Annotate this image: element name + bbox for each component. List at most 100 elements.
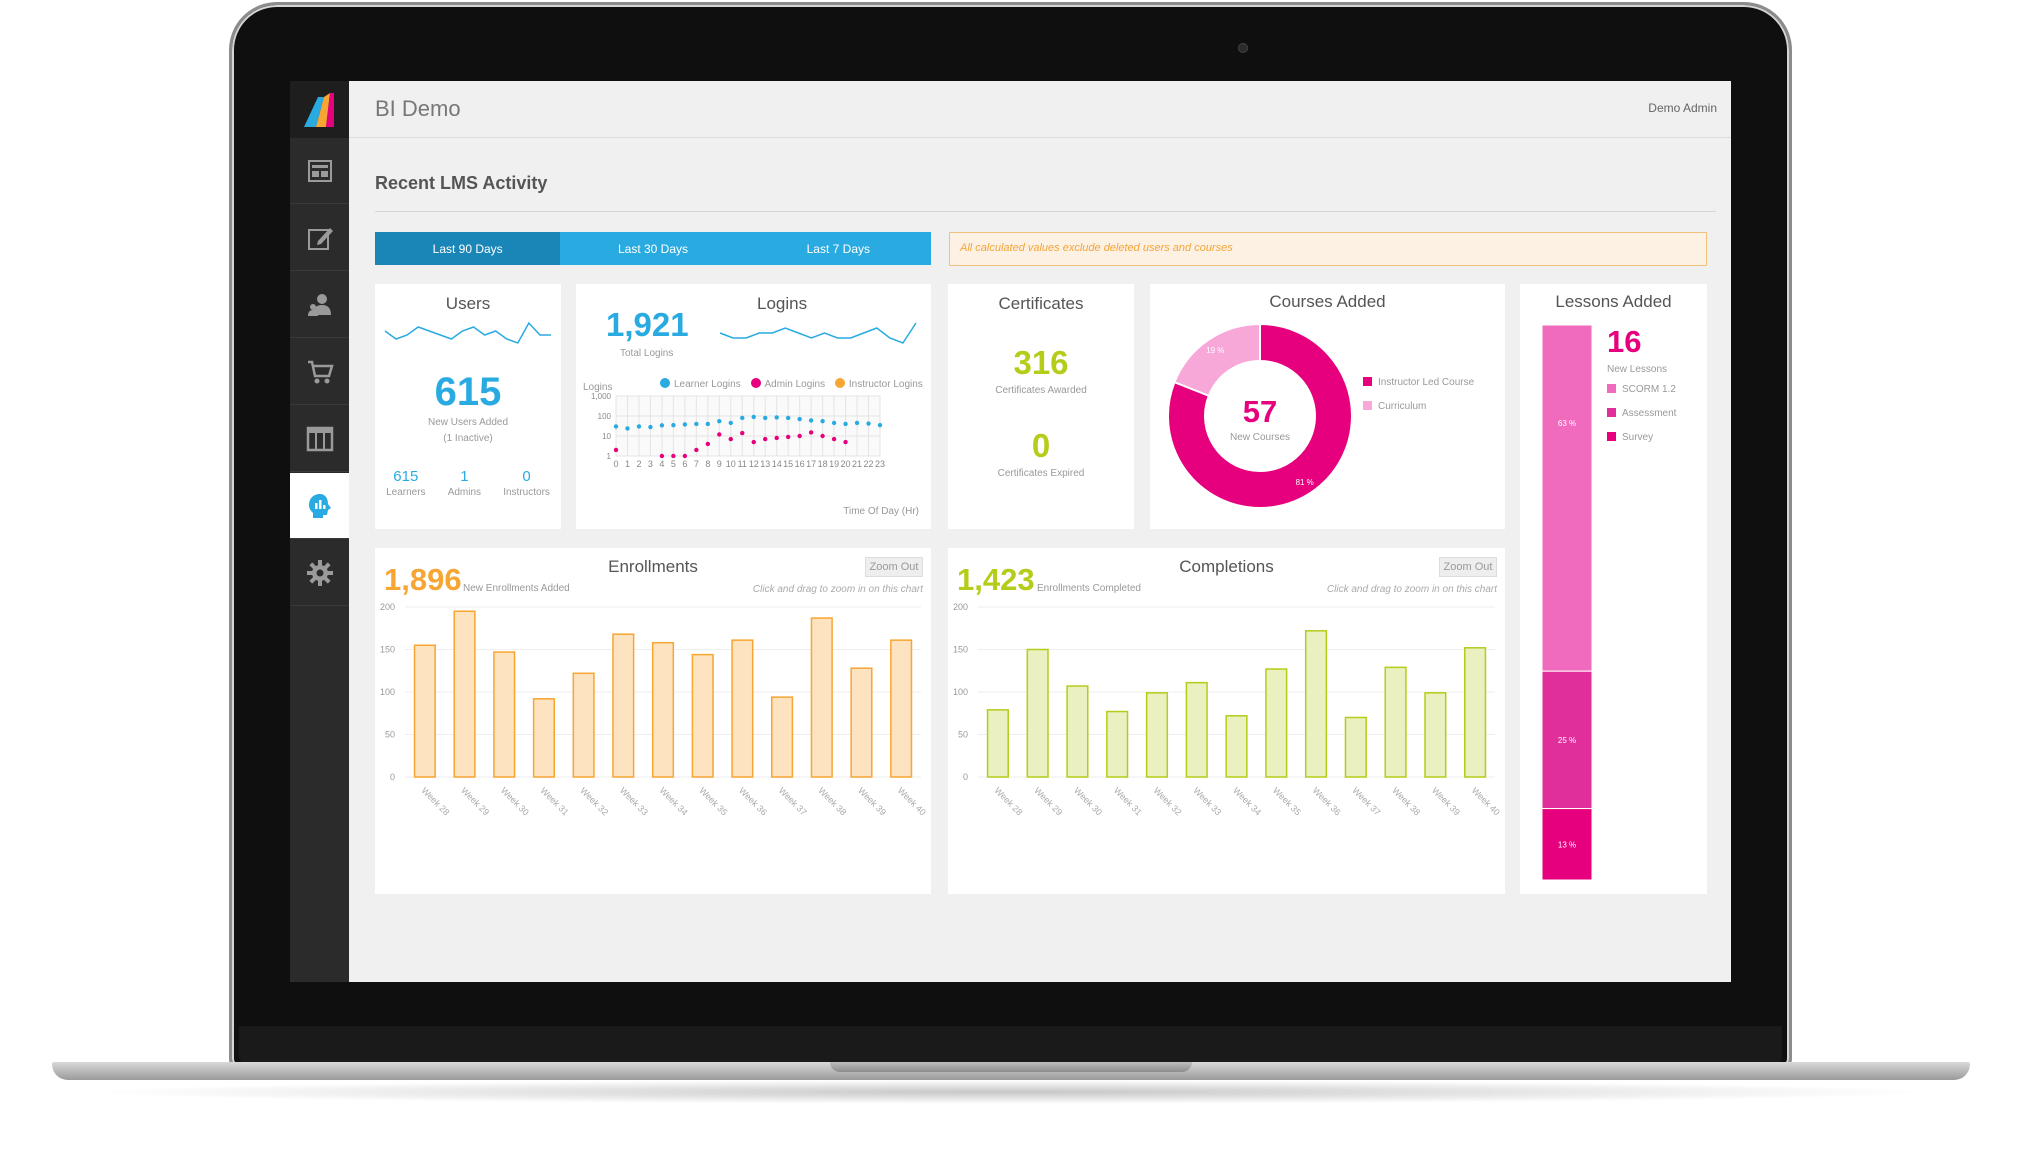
- completions-title: Completions: [1179, 557, 1274, 576]
- sidebar-item-users[interactable]: [290, 272, 349, 338]
- completions-bar-chart[interactable]: 0 50 100 150 200 Week 28 Week 29 Week 30 Week 31…: [948, 600, 1505, 894]
- login-point: [774, 435, 779, 441]
- columns-icon: [306, 426, 333, 451]
- user-menu[interactable]: Demo Admin: [1648, 101, 1717, 115]
- x-tick-label: 5: [671, 459, 676, 469]
- y-tick-label: 100: [380, 687, 395, 697]
- y-tick-label: 200: [380, 602, 395, 612]
- x-tick-label: 18: [818, 459, 828, 469]
- legend-instructor-led-course[interactable]: Instructor Led Course: [1363, 371, 1474, 395]
- lessons-caption: New Lessons: [1607, 364, 1668, 375]
- certificates-expired-label: Certificates Expired: [997, 468, 1085, 479]
- tab-last-90-days[interactable]: Last 90 Days: [375, 232, 561, 265]
- login-point: [682, 422, 688, 427]
- y-tick-label: 50: [385, 730, 395, 740]
- admins-count: 1: [460, 468, 469, 485]
- login-point: [705, 441, 711, 447]
- login-point: [705, 421, 711, 427]
- login-point: [843, 421, 848, 427]
- instructors-count: 0: [522, 468, 531, 485]
- week-bar: [1106, 710, 1129, 778]
- section-divider: [375, 211, 1716, 212]
- x-tick-label: 23: [875, 459, 885, 469]
- sidebar-item-edit[interactable]: [290, 205, 349, 271]
- sidebar-item-catalog[interactable]: [290, 406, 349, 472]
- week-label: Week 31: [539, 785, 571, 817]
- lessons-legend: SCORM 1.2 Assessment Survey: [1607, 378, 1676, 450]
- week-bar: [850, 667, 873, 778]
- login-point: [785, 434, 791, 440]
- survey-label: Survey: [1622, 432, 1654, 443]
- week-bar: [651, 641, 675, 778]
- legend-scorm[interactable]: SCORM 1.2: [1607, 378, 1676, 402]
- x-tick-label: 21: [852, 459, 862, 469]
- enrollments-zoom-out-button[interactable]: Zoom Out: [865, 557, 923, 577]
- x-tick-label: 12: [749, 459, 759, 469]
- login-point: [694, 447, 699, 453]
- x-tick-label: 0: [613, 459, 618, 469]
- learners-count: 615: [393, 468, 419, 485]
- week-bar: [1145, 692, 1169, 778]
- week-label: Week 32: [578, 785, 610, 817]
- logins-by-hour-chart[interactable]: 0 1 2 3 4 5 6 7 8 9 10 11 12 13 14 15 16 17 18 19 20 21 22 2311…: [576, 392, 931, 527]
- sidebar-item-settings[interactable]: [290, 540, 349, 606]
- x-tick-label: 16: [795, 459, 805, 469]
- week-bar: [532, 698, 555, 778]
- login-point: [740, 430, 745, 436]
- sidebar-item-reports[interactable]: [290, 473, 349, 539]
- logins-sparkline: [719, 322, 917, 344]
- learners-stat: 615 Learners: [386, 468, 425, 498]
- certificates-expired-count: 0: [1031, 427, 1051, 464]
- tab-last-30-days[interactable]: Last 30 Days: [560, 232, 746, 265]
- legend-instructor-logins[interactable]: Instructor Logins: [834, 378, 923, 390]
- lessons-added-card: Lessons Added 63 % 25 % 13 % 16 New Lesson…: [1520, 284, 1707, 894]
- notice-banner: All calculated values exclude deleted us…: [949, 232, 1707, 266]
- legend-admin-logins[interactable]: Admin Logins: [750, 378, 826, 390]
- logins-y-axis-label: Logins: [583, 382, 613, 393]
- login-point: [717, 418, 722, 424]
- legend-assessment[interactable]: Assessment: [1607, 402, 1676, 426]
- users-title: Users: [445, 294, 491, 313]
- legend-learner-logins[interactable]: Learner Logins: [660, 378, 741, 390]
- completions-zoom-out-button[interactable]: Zoom Out: [1439, 557, 1497, 577]
- y-tick-label: 1: [607, 452, 612, 461]
- login-point: [671, 422, 676, 428]
- legend-survey[interactable]: Survey: [1607, 426, 1676, 450]
- users-sparkline: [384, 321, 551, 344]
- week-bar: [572, 672, 595, 778]
- logins-caption: Total Logins: [620, 348, 674, 359]
- x-tick-label: 10: [726, 459, 736, 469]
- x-tick-label: 11: [738, 459, 747, 469]
- week-label: Week 36: [1311, 785, 1343, 817]
- x-tick-label: 13: [760, 459, 770, 469]
- x-tick-label: 19: [829, 459, 839, 469]
- legend-curriculum[interactable]: Curriculum: [1363, 395, 1474, 419]
- admin-logins-label: Admin Logins: [764, 379, 826, 390]
- week-bar: [1464, 647, 1487, 778]
- logins-count: 1,921: [606, 306, 689, 343]
- week-label: Week 28: [992, 785, 1024, 817]
- courses-donut-chart[interactable]: 81 % 19 %: [1160, 316, 1360, 516]
- sidebar-item-cart[interactable]: [290, 339, 349, 405]
- week-bar: [1344, 716, 1367, 778]
- laptop-shadow: [80, 1080, 1940, 1104]
- login-point: [808, 430, 814, 435]
- y-tick-label: 200: [953, 602, 968, 612]
- certificates-awarded-label: Certificates Awarded: [995, 385, 1087, 396]
- admins-label: Admins: [447, 487, 482, 498]
- cart-icon: [307, 360, 334, 383]
- y-tick-label: 100: [953, 687, 968, 697]
- week-label: Week 34: [658, 785, 690, 817]
- x-tick-label: 3: [648, 459, 653, 469]
- week-label: Week 29: [1032, 785, 1064, 817]
- curriculum-label: Curriculum: [1378, 401, 1427, 412]
- enrollments-bar-chart[interactable]: 0 50 100 150 200 Week 28 Week 29 Week 30 Week 31…: [375, 600, 931, 894]
- login-point: [877, 422, 883, 428]
- week-bar: [1304, 630, 1328, 778]
- app-logo[interactable]: [290, 81, 349, 138]
- sidebar-item-dashboard[interactable]: [290, 138, 349, 204]
- tab-last-7-days[interactable]: Last 7 Days: [745, 232, 931, 265]
- week-bar: [771, 696, 794, 778]
- week-label: Week 30: [1072, 785, 1104, 817]
- lessons-stacked-bar[interactable]: 63 % 25 % 13 %: [1542, 325, 1592, 880]
